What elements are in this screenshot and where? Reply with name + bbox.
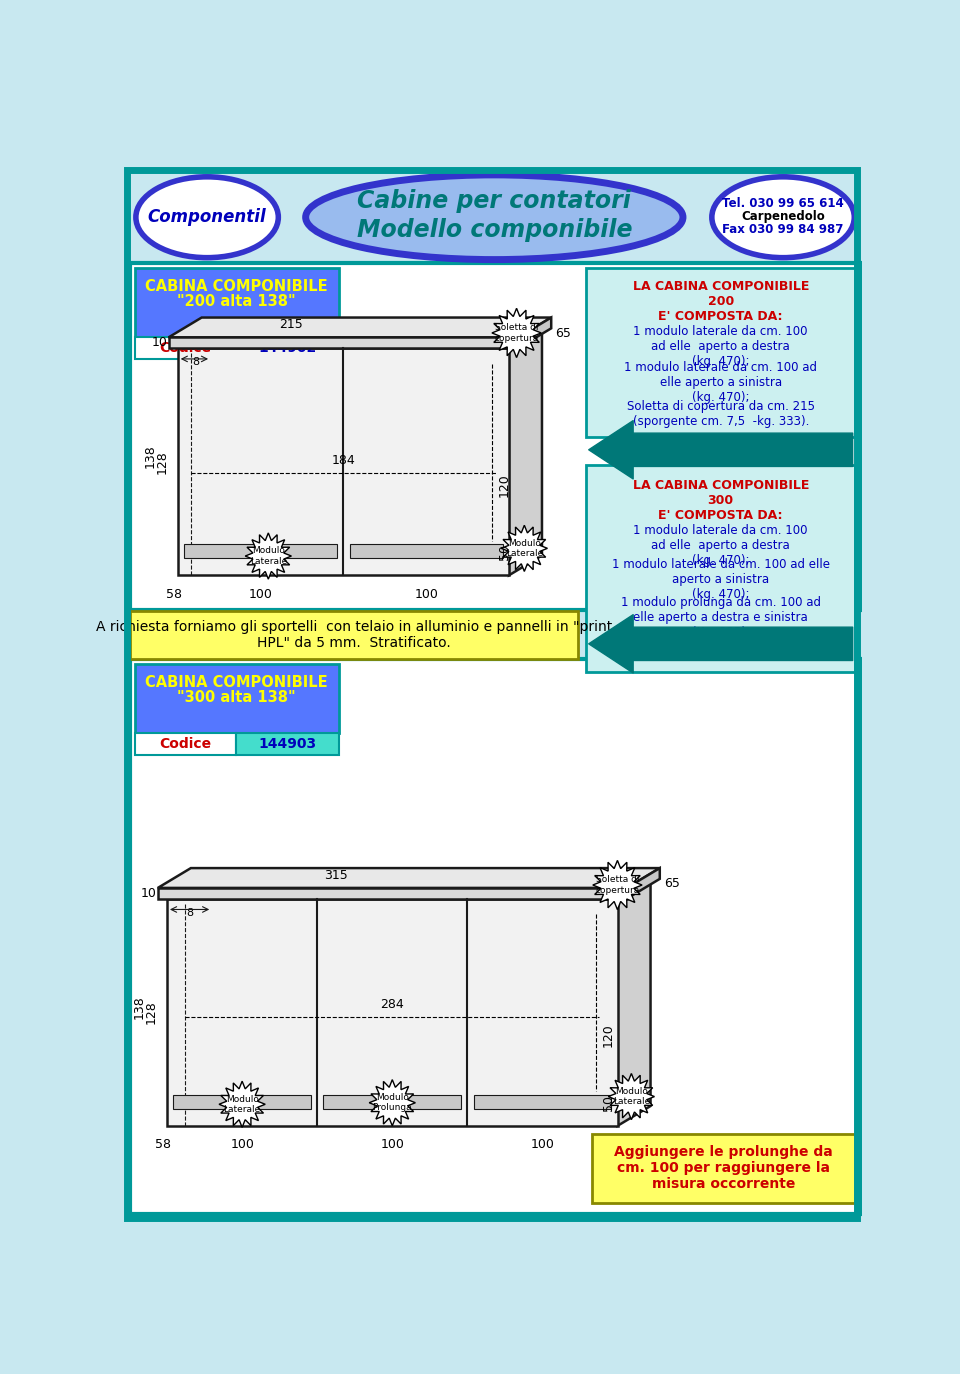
Text: 8: 8 xyxy=(193,357,200,367)
Text: 1 modulo laterale da cm. 100
ad elle  aperto a destra
(kg. 470);: 1 modulo laterale da cm. 100 ad elle ape… xyxy=(634,326,808,368)
Bar xyxy=(586,268,855,437)
Text: Cabine per contatori: Cabine per contatori xyxy=(357,190,632,213)
Ellipse shape xyxy=(305,174,683,260)
Text: A richiesta forniamo gli sportelli  con telaio in alluminio e pannelli in "print: A richiesta forniamo gli sportelli con t… xyxy=(96,620,612,650)
Polygon shape xyxy=(157,888,627,899)
Text: 284: 284 xyxy=(380,998,404,1011)
Text: 58: 58 xyxy=(166,588,182,600)
FancyArrowPatch shape xyxy=(588,420,852,480)
Text: 215: 215 xyxy=(279,319,302,331)
Text: Aggiungere le prolunghe da
cm. 100 per raggiungere la
misura occorrente: Aggiungere le prolunghe da cm. 100 per r… xyxy=(614,1145,833,1191)
Text: 1 modulo laterale da cm. 100 ad elle
aperto a sinistra
(kg. 470);: 1 modulo laterale da cm. 100 ad elle ape… xyxy=(612,558,829,600)
Text: Soletta di copertura da cm. 315
(sporgente cm. 7,5  -kg. 488).: Soletta di copertura da cm. 315 (sporgen… xyxy=(627,633,815,661)
Text: "200 alta 138": "200 alta 138" xyxy=(177,294,296,309)
Bar xyxy=(131,611,578,660)
Bar xyxy=(236,734,339,754)
Text: 120: 120 xyxy=(602,1024,614,1047)
Text: 10: 10 xyxy=(151,337,167,349)
Text: 8: 8 xyxy=(186,908,194,918)
Polygon shape xyxy=(167,879,651,899)
Bar xyxy=(586,466,855,672)
Polygon shape xyxy=(169,317,551,338)
Bar xyxy=(324,1095,461,1109)
Text: Codice: Codice xyxy=(159,341,211,354)
Text: 1 modulo laterale da cm. 100 ad
elle aperto a sinistra
(kg. 470);: 1 modulo laterale da cm. 100 ad elle ape… xyxy=(624,361,817,404)
Polygon shape xyxy=(509,328,542,576)
Polygon shape xyxy=(592,860,642,910)
Bar xyxy=(236,338,339,359)
Text: 100: 100 xyxy=(380,1138,404,1151)
Polygon shape xyxy=(245,533,292,578)
Text: Soletta di
copertura: Soletta di copertura xyxy=(595,875,639,894)
Polygon shape xyxy=(617,879,651,1125)
Text: 138: 138 xyxy=(132,995,146,1018)
Text: 1 modulo prolunga da cm. 100 ad
elle aperto a destra e sinistra
(Kg. 335);: 1 modulo prolunga da cm. 100 ad elle ape… xyxy=(621,596,821,639)
Polygon shape xyxy=(157,868,660,888)
Bar xyxy=(134,664,339,734)
Text: Modulo
Laterale: Modulo Laterale xyxy=(224,1095,261,1114)
Text: Soletta di
copertura: Soletta di copertura xyxy=(494,323,539,342)
Polygon shape xyxy=(169,338,518,348)
Text: 50: 50 xyxy=(602,1095,614,1110)
Polygon shape xyxy=(178,328,542,348)
Text: 184: 184 xyxy=(331,453,355,467)
Polygon shape xyxy=(627,868,660,899)
Text: 144902: 144902 xyxy=(258,341,316,354)
Polygon shape xyxy=(609,1073,655,1120)
Text: 120: 120 xyxy=(498,473,511,496)
Text: LA CABINA COMPONIBILE
200
E' COMPOSTA DA:: LA CABINA COMPONIBILE 200 E' COMPOSTA DA… xyxy=(633,280,809,323)
Ellipse shape xyxy=(711,177,854,258)
Bar xyxy=(134,734,236,754)
Text: LA CABINA COMPONIBILE
300
E' COMPOSTA DA:: LA CABINA COMPONIBILE 300 E' COMPOSTA DA… xyxy=(633,480,809,522)
Text: 100: 100 xyxy=(230,1138,254,1151)
Text: Tel. 030 99 65 614: Tel. 030 99 65 614 xyxy=(722,196,844,210)
Text: CABINA COMPONIBILE: CABINA COMPONIBILE xyxy=(145,279,327,294)
Bar xyxy=(592,1134,855,1202)
Ellipse shape xyxy=(136,177,278,258)
Polygon shape xyxy=(167,899,617,1125)
Text: 65: 65 xyxy=(663,878,680,890)
Bar xyxy=(184,544,337,558)
Text: 50: 50 xyxy=(498,544,511,561)
Text: CABINA COMPONIBILE: CABINA COMPONIBILE xyxy=(145,675,327,690)
Bar xyxy=(473,1095,612,1109)
Text: 10: 10 xyxy=(140,886,156,900)
Text: 128: 128 xyxy=(145,1000,157,1024)
Text: Modulo
Laterale: Modulo Laterale xyxy=(612,1087,650,1106)
Text: 1 modulo laterale da cm. 100
ad elle  aperto a destra
(kg. 470);: 1 modulo laterale da cm. 100 ad elle ape… xyxy=(634,523,808,566)
Bar xyxy=(134,338,236,359)
Bar xyxy=(131,660,860,1213)
Bar xyxy=(131,264,860,610)
Text: 100: 100 xyxy=(414,588,438,600)
Text: 100: 100 xyxy=(531,1138,554,1151)
Text: 315: 315 xyxy=(324,868,348,882)
Text: Modulo
Laterale: Modulo Laterale xyxy=(506,539,543,558)
Text: 128: 128 xyxy=(156,449,169,474)
Bar xyxy=(173,1095,311,1109)
Text: Modello componibile: Modello componibile xyxy=(356,217,632,242)
Text: Codice: Codice xyxy=(159,736,211,752)
Text: Modulo
Laterale: Modulo Laterale xyxy=(250,547,287,566)
Text: 100: 100 xyxy=(249,588,273,600)
Polygon shape xyxy=(219,1081,265,1128)
Polygon shape xyxy=(178,348,509,576)
Polygon shape xyxy=(370,1080,416,1125)
Text: Modulo
Prolunga: Modulo Prolunga xyxy=(372,1094,412,1113)
FancyArrowPatch shape xyxy=(588,614,852,673)
Text: Componentil: Componentil xyxy=(148,209,267,227)
Text: 65: 65 xyxy=(555,327,571,339)
Polygon shape xyxy=(501,525,547,572)
Text: Soletta di copertura da cm. 215
(sporgente cm. 7,5  -kg. 333).: Soletta di copertura da cm. 215 (sporgen… xyxy=(627,400,815,427)
Bar xyxy=(134,268,339,338)
Text: "300 alta 138": "300 alta 138" xyxy=(177,690,296,705)
Bar xyxy=(349,544,503,558)
Text: Fax 030 99 84 987: Fax 030 99 84 987 xyxy=(722,223,844,236)
Text: 144903: 144903 xyxy=(258,736,316,752)
Text: Carpenedolo: Carpenedolo xyxy=(741,210,825,223)
Text: 138: 138 xyxy=(143,444,156,469)
Polygon shape xyxy=(492,308,541,357)
Polygon shape xyxy=(518,317,551,348)
Text: 58: 58 xyxy=(156,1138,171,1151)
